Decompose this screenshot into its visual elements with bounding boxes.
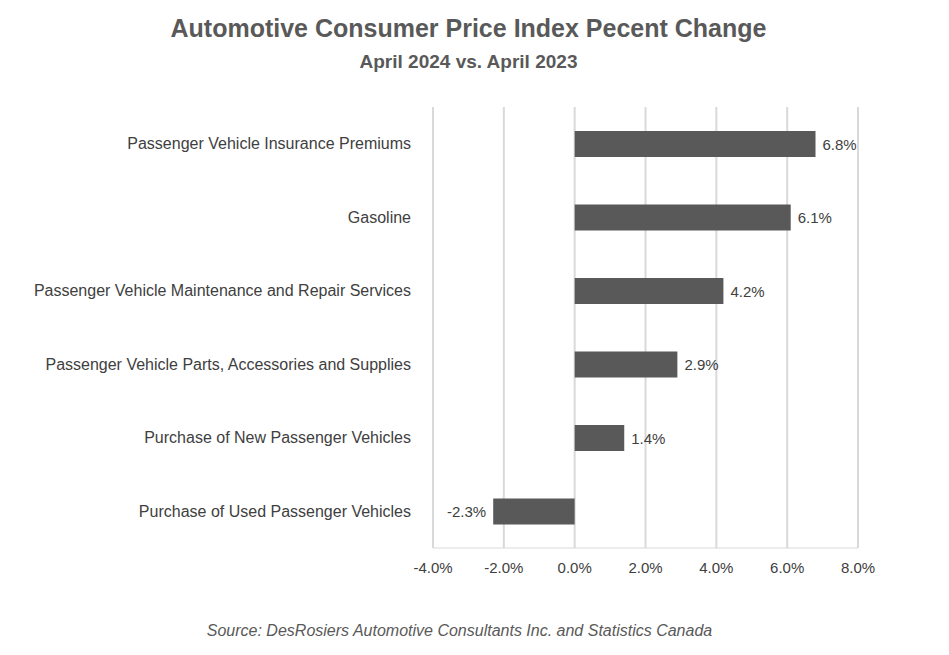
svg-text:Purchase of Used Passenger Veh: Purchase of Used Passenger Vehicles (139, 503, 411, 520)
svg-text:8.0%: 8.0% (841, 559, 875, 576)
svg-text:Gasoline: Gasoline (348, 209, 411, 226)
svg-text:Passenger Vehicle Maintenance: Passenger Vehicle Maintenance and Repair… (34, 282, 411, 299)
svg-text:6.1%: 6.1% (798, 209, 832, 226)
svg-text:Purchase of New Passenger Vehi: Purchase of New Passenger Vehicles (144, 429, 411, 446)
svg-text:-2.0%: -2.0% (484, 559, 523, 576)
svg-text:4.0%: 4.0% (699, 559, 733, 576)
svg-text:6.8%: 6.8% (823, 136, 857, 153)
svg-text:4.2%: 4.2% (730, 283, 764, 300)
svg-text:6.0%: 6.0% (770, 559, 804, 576)
html-text:Source: DesRosiers Automotive: Source: DesRosiers Automotive Consultant… (206, 622, 713, 639)
svg-text:-2.3%: -2.3% (447, 503, 486, 520)
svg-text:2.9%: 2.9% (684, 356, 718, 373)
svg-text:0.0%: 0.0% (558, 559, 592, 576)
svg-text:-4.0%: -4.0% (413, 559, 452, 576)
svg-text:Passenger Vehicle Parts, Acces: Passenger Vehicle Parts, Accessories and… (45, 356, 411, 373)
svg-text:1.4%: 1.4% (631, 430, 665, 447)
html-text:Automotive Consumer Price Inde: Automotive Consumer Price Index Pecent C… (170, 14, 767, 42)
svg-text:Passenger Vehicle Insurance Pr: Passenger Vehicle Insurance Premiums (127, 135, 411, 152)
html-text:April 2024 vs. April 2023: April 2024 vs. April 2023 (359, 51, 578, 72)
svg-text:2.0%: 2.0% (628, 559, 662, 576)
